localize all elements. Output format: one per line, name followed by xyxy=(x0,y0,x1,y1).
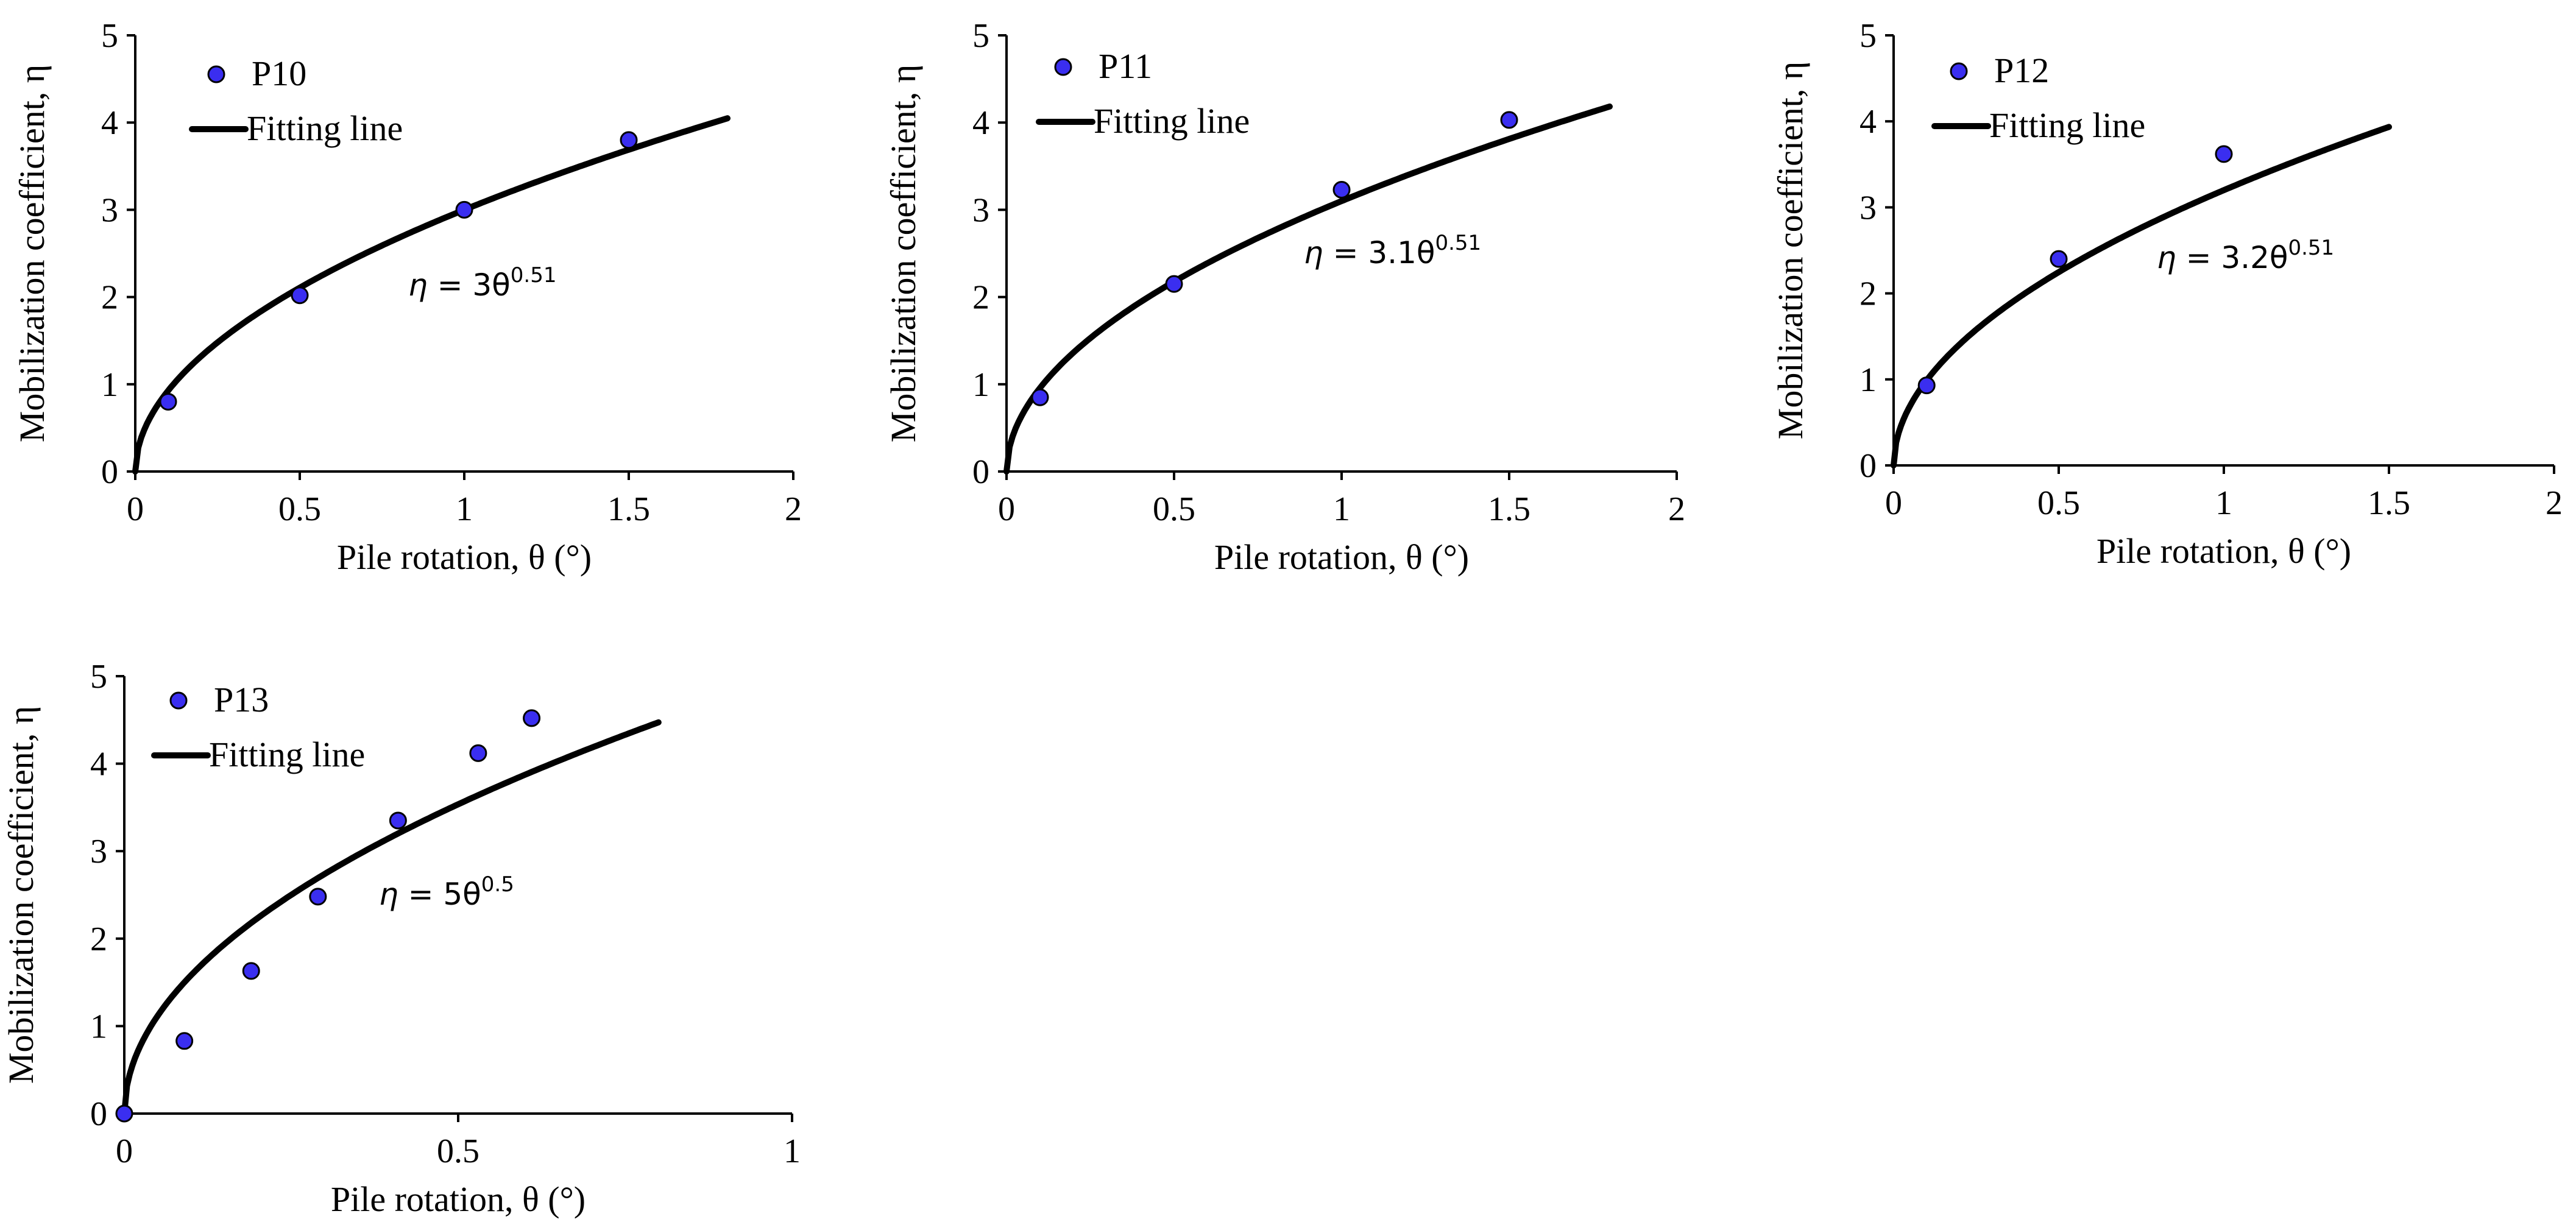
y-tick-label: 2 xyxy=(1859,275,1877,313)
x-tick-label: 0.5 xyxy=(1153,490,1195,528)
y-tick-label: 5 xyxy=(1859,17,1877,55)
y-tick-label: 4 xyxy=(101,104,118,142)
y-tick-label: 5 xyxy=(90,658,107,696)
legend-label-series: P10 xyxy=(252,54,306,93)
y-tick-label: 1 xyxy=(972,366,989,404)
chart-panel-P10: 0 1 2 3 4 5 0 0.5 1 1.5 2 Pile rotation, θ (°) Mobil… xyxy=(12,17,802,577)
x-tick-label: 0.5 xyxy=(278,490,321,528)
x-tick-label: 1.5 xyxy=(607,490,650,528)
chart-panel-P12: 0 1 2 3 4 5 0 0.5 1 1.5 2 Pile rotation, θ (°) Mobil… xyxy=(1771,17,2563,571)
y-axis-title: Mobilization coefficient, η xyxy=(1771,62,1810,439)
legend-label-fit: Fitting line xyxy=(1094,101,1250,141)
y-tick-label: 3 xyxy=(972,191,989,229)
y-axis-title: Mobilization coefficient, η xyxy=(1,706,41,1084)
legend-label-fit: Fitting line xyxy=(209,735,365,774)
legend-marker xyxy=(1950,62,1968,80)
chart-panel-P13: 0 1 2 3 4 5 0 0.5 1 Pile rotation, θ (°) Mobilizat… xyxy=(1,658,801,1219)
data-point xyxy=(1917,376,1936,395)
legend-label-series: P11 xyxy=(1099,46,1152,86)
data-point xyxy=(159,392,177,411)
data-point xyxy=(1332,180,1351,199)
legend-label-fit: Fitting line xyxy=(247,108,403,148)
x-tick-label: 1 xyxy=(2215,484,2232,522)
data-point xyxy=(242,962,260,980)
x-axis-title: Pile rotation, θ (°) xyxy=(331,1179,586,1219)
fit-equation: η = 3θ0.51 xyxy=(408,263,556,303)
fitting-line xyxy=(1003,103,1613,475)
data-point xyxy=(469,744,487,762)
y-tick-label: 0 xyxy=(90,1095,107,1133)
y-tick-label: 4 xyxy=(90,746,107,783)
y-tick-label: 2 xyxy=(101,279,118,317)
data-point xyxy=(175,1032,194,1050)
data-point xyxy=(2050,250,2068,268)
x-tick-label: 2 xyxy=(2546,484,2563,522)
legend-label-series: P13 xyxy=(214,680,269,719)
y-tick-label: 4 xyxy=(1859,103,1877,141)
fit-equation: η = 3.2θ0.51 xyxy=(2157,236,2334,275)
fitting-line xyxy=(121,719,662,1117)
x-tick-label: 0 xyxy=(127,490,144,528)
legend-marker xyxy=(207,65,225,83)
legend-marker xyxy=(169,691,188,710)
x-tick-label: 2 xyxy=(1668,490,1685,528)
fitting-line xyxy=(132,115,731,475)
chart-panel-P11: 0 1 2 3 4 5 0 0.5 1 1.5 2 Pile rotation, θ (°) Mobil… xyxy=(883,17,1685,577)
x-tick-label: 0.5 xyxy=(437,1132,479,1170)
x-tick-label: 1 xyxy=(456,490,473,528)
legend-label-series: P12 xyxy=(1994,51,2049,90)
y-tick-label: 0 xyxy=(101,453,118,491)
x-tick-label: 1 xyxy=(1333,490,1350,528)
data-point xyxy=(1165,275,1183,293)
x-tick-label: 0.5 xyxy=(2037,484,2080,522)
x-tick-label: 0 xyxy=(998,490,1015,528)
x-tick-label: 0 xyxy=(1885,484,1902,522)
y-tick-label: 0 xyxy=(1859,447,1877,485)
x-tick-label: 1 xyxy=(784,1132,801,1170)
data-point xyxy=(309,888,327,906)
data-point xyxy=(1031,388,1049,406)
y-tick-label: 1 xyxy=(101,366,118,404)
legend-label-fit: Fitting line xyxy=(1989,105,2145,145)
y-tick-label: 1 xyxy=(1859,361,1877,399)
y-tick-label: 4 xyxy=(972,104,989,142)
y-tick-label: 2 xyxy=(972,279,989,317)
y-axis-title: Mobilization coefficient, η xyxy=(12,65,52,442)
data-point xyxy=(291,286,309,305)
data-point xyxy=(2215,145,2233,163)
data-point xyxy=(1500,111,1518,129)
y-tick-label: 3 xyxy=(90,833,107,871)
fit-equation: η = 3.1θ0.51 xyxy=(1304,231,1481,270)
data-point xyxy=(115,1104,133,1123)
data-point xyxy=(620,131,638,149)
y-tick-label: 0 xyxy=(972,453,989,491)
fitting-line xyxy=(1891,124,2392,468)
y-tick-label: 2 xyxy=(90,920,107,958)
x-axis-title: Pile rotation, θ (°) xyxy=(337,537,592,577)
y-axis-title: Mobilization coefficient, η xyxy=(883,65,923,442)
y-tick-label: 5 xyxy=(101,17,118,55)
y-tick-label: 3 xyxy=(1859,189,1877,227)
x-tick-label: 1.5 xyxy=(2368,484,2410,522)
fit-equation: η = 5θ0.5 xyxy=(379,872,514,912)
y-tick-label: 5 xyxy=(972,17,989,55)
x-tick-label: 1.5 xyxy=(1488,490,1530,528)
y-tick-label: 3 xyxy=(101,191,118,229)
data-point xyxy=(523,709,541,727)
data-point xyxy=(389,811,407,830)
x-axis-title: Pile rotation, θ (°) xyxy=(2097,531,2351,571)
legend-marker xyxy=(1054,58,1072,76)
x-tick-label: 2 xyxy=(785,490,802,528)
x-axis-title: Pile rotation, θ (°) xyxy=(1214,537,1469,577)
data-point xyxy=(455,200,473,219)
y-tick-label: 1 xyxy=(90,1008,107,1045)
x-tick-label: 0 xyxy=(116,1132,133,1170)
